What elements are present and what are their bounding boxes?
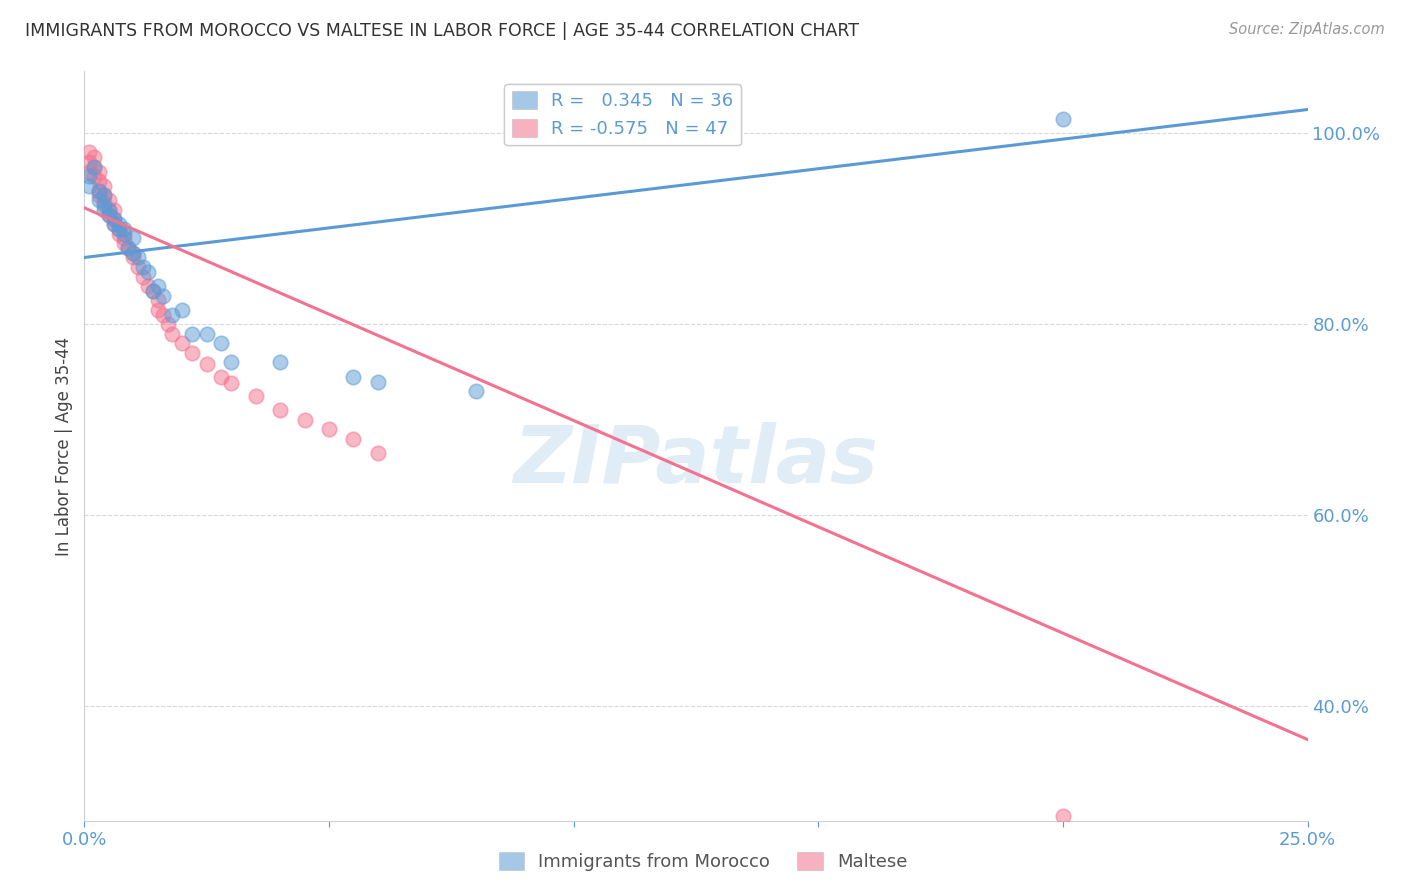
Point [122,245,145,260]
Point [342,432,364,446]
Point [77,178,100,193]
Text: IMMIGRANTS FROM MOROCCO VS MALTESE IN LABOR FORCE | AGE 35-44 CORRELATION CHART: IMMIGRANTS FROM MOROCCO VS MALTESE IN LA… [25,22,859,40]
Point [103,212,125,227]
Point [112,236,135,251]
Point [132,269,155,284]
Point [269,403,291,417]
Point [112,222,135,236]
Point [195,326,218,341]
Point [132,260,155,274]
Point [77,169,100,184]
Point [172,303,194,318]
Text: ZIPatlas: ZIPatlas [513,422,879,500]
Point [107,222,129,236]
Point [136,265,159,279]
Point [367,375,389,389]
Point [77,145,100,160]
Point [93,202,115,217]
Point [156,318,179,332]
Y-axis label: In Labor Force | Age 35-44: In Labor Force | Age 35-44 [55,336,73,556]
Point [112,227,135,241]
Point [195,358,218,372]
Point [269,355,291,369]
Point [162,308,184,322]
Point [97,193,120,207]
Point [97,208,120,222]
Point [127,251,149,265]
Point [103,202,125,217]
Point [93,195,115,210]
Point [294,413,316,427]
Point [172,336,194,351]
Point [209,336,232,351]
Text: Source: ZipAtlas.com: Source: ZipAtlas.com [1229,22,1385,37]
Point [464,384,486,398]
Point [181,326,204,341]
Point [142,284,165,298]
Point [152,308,174,322]
Point [103,217,125,231]
Point [87,184,110,198]
Point [103,212,125,227]
Point [112,231,135,245]
Point [146,279,169,293]
Point [93,188,115,202]
Legend: Immigrants from Morocco, Maltese: Immigrants from Morocco, Maltese [491,846,915,879]
Point [245,389,267,403]
Point [117,241,139,255]
Point [219,376,242,391]
Point [103,217,125,231]
Point [342,369,364,384]
Point [117,241,139,255]
Point [318,422,340,436]
Point [87,193,110,207]
Point [93,198,115,212]
Point [87,174,110,188]
Point [146,293,169,308]
Point [1052,112,1074,127]
Point [122,231,145,245]
Point [87,188,110,202]
Point [107,222,129,236]
Point [87,184,110,198]
Point [136,279,159,293]
Point [97,202,120,217]
Point [77,164,100,178]
Point [127,260,149,274]
Point [1052,809,1074,823]
Point [83,169,105,184]
Point [146,303,169,318]
Point [142,284,165,298]
Point [97,202,120,217]
Legend: R =   0.345   N = 36, R = -0.575   N = 47: R = 0.345 N = 36, R = -0.575 N = 47 [505,84,741,145]
Point [107,217,129,231]
Point [181,346,204,360]
Point [97,208,120,222]
Point [93,178,115,193]
Point [83,160,105,174]
Point [122,245,145,260]
Point [162,326,184,341]
Point [83,150,105,164]
Point [209,369,232,384]
Point [93,188,115,202]
Point [83,160,105,174]
Point [122,251,145,265]
Point [77,155,100,169]
Point [87,164,110,178]
Point [107,227,129,241]
Point [152,288,174,302]
Point [367,446,389,460]
Point [219,355,242,369]
